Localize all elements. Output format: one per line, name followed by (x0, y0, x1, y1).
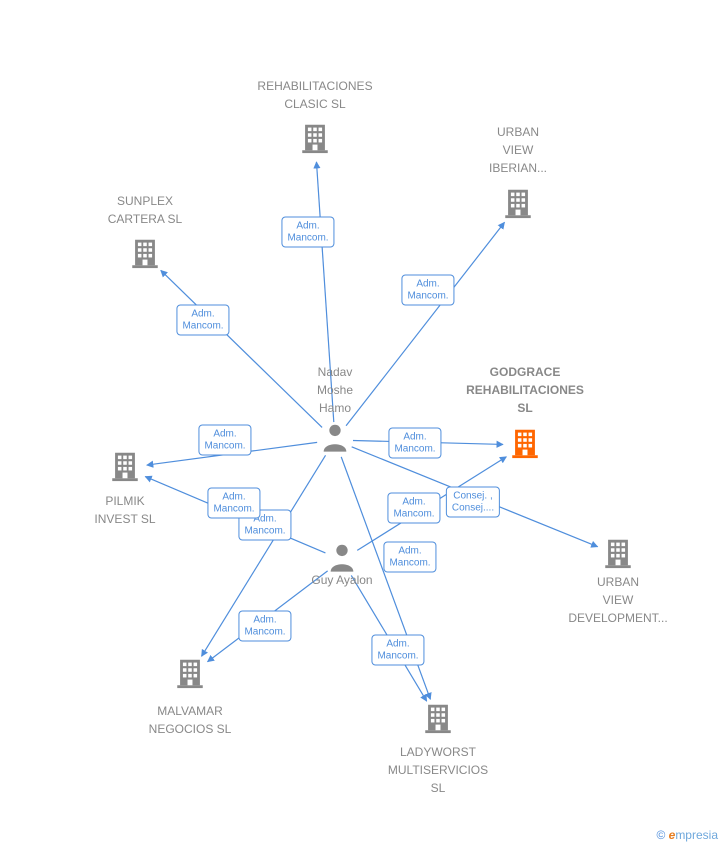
edge-line (161, 270, 322, 427)
edge-label[interactable]: Adm. Mancom. (238, 611, 291, 642)
building-icon[interactable] (173, 656, 207, 695)
node-label-ladyworst[interactable]: LADYWORST MULTISERVICIOS SL (388, 743, 488, 797)
watermark: © empresia (656, 828, 718, 842)
brand-rest: mpresia (675, 828, 718, 842)
node-label-text: Guy Ayalon (311, 573, 372, 587)
edges-layer (0, 0, 728, 850)
node-label-text: PILMIK INVEST SL (94, 494, 155, 526)
edge-label[interactable]: Adm. Mancom. (383, 542, 436, 573)
company-node-pilmik[interactable] (108, 449, 142, 488)
node-label-text: GODGRACE REHABILITACIONES SL (466, 365, 584, 415)
company-node-urbanview[interactable] (501, 186, 535, 225)
person-icon[interactable] (318, 421, 352, 460)
node-label-urbanview[interactable]: URBAN VIEW IBERIAN... (489, 123, 547, 177)
edge-label[interactable]: Adm. Mancom. (401, 275, 454, 306)
company-node-rehab[interactable] (298, 121, 332, 160)
node-label-text: REHABILITACIONES CLASIC SL (257, 79, 372, 111)
company-node-godgrace[interactable] (508, 426, 542, 465)
edge-label[interactable]: Consej. , Consej.... (446, 487, 500, 518)
node-label-text: Nadav Moshe Hamo (317, 365, 353, 415)
node-label-text: SUNPLEX CARTERA SL (108, 194, 182, 226)
edge-label[interactable]: Adm. Mancom. (387, 493, 440, 524)
node-label-text: URBAN VIEW DEVELOPMENT... (568, 575, 667, 625)
node-label-text: MALVAMAR NEGOCIOS SL (149, 704, 232, 736)
edge-label[interactable]: Adm. Mancom. (371, 635, 424, 666)
node-label-pilmik[interactable]: PILMIK INVEST SL (94, 492, 155, 528)
copyright-symbol: © (656, 828, 665, 842)
building-icon[interactable] (421, 701, 455, 740)
edge-label[interactable]: Adm. Mancom. (198, 425, 251, 456)
node-label-nadav[interactable]: Nadav Moshe Hamo (317, 363, 353, 417)
company-node-ladyworst[interactable] (421, 701, 455, 740)
node-label-sunplex[interactable]: SUNPLEX CARTERA SL (108, 192, 182, 228)
building-icon[interactable] (108, 449, 142, 488)
company-node-malvamar[interactable] (173, 656, 207, 695)
node-label-text: URBAN VIEW IBERIAN... (489, 125, 547, 175)
node-label-godgrace[interactable]: GODGRACE REHABILITACIONES SL (466, 363, 584, 417)
company-node-urbandev[interactable] (601, 536, 635, 575)
building-icon[interactable] (508, 426, 542, 465)
node-label-rehab[interactable]: REHABILITACIONES CLASIC SL (257, 77, 372, 113)
node-label-text: LADYWORST MULTISERVICIOS SL (388, 745, 488, 795)
building-icon[interactable] (298, 121, 332, 160)
building-icon[interactable] (501, 186, 535, 225)
node-label-guy[interactable]: Guy Ayalon (311, 571, 372, 589)
network-diagram: Nadav Moshe Hamo Guy Ayalon REHABILITACI… (0, 0, 728, 850)
node-label-urbandev[interactable]: URBAN VIEW DEVELOPMENT... (568, 573, 667, 627)
edge-label[interactable]: Adm. Mancom. (176, 305, 229, 336)
edge-label[interactable]: Adm. Mancom. (207, 488, 260, 519)
edge-label[interactable]: Adm. Mancom. (388, 428, 441, 459)
person-node-nadav[interactable] (318, 421, 352, 460)
company-node-sunplex[interactable] (128, 236, 162, 275)
building-icon[interactable] (128, 236, 162, 275)
building-icon[interactable] (601, 536, 635, 575)
edge-label[interactable]: Adm. Mancom. (281, 217, 334, 248)
node-label-malvamar[interactable]: MALVAMAR NEGOCIOS SL (149, 702, 232, 738)
